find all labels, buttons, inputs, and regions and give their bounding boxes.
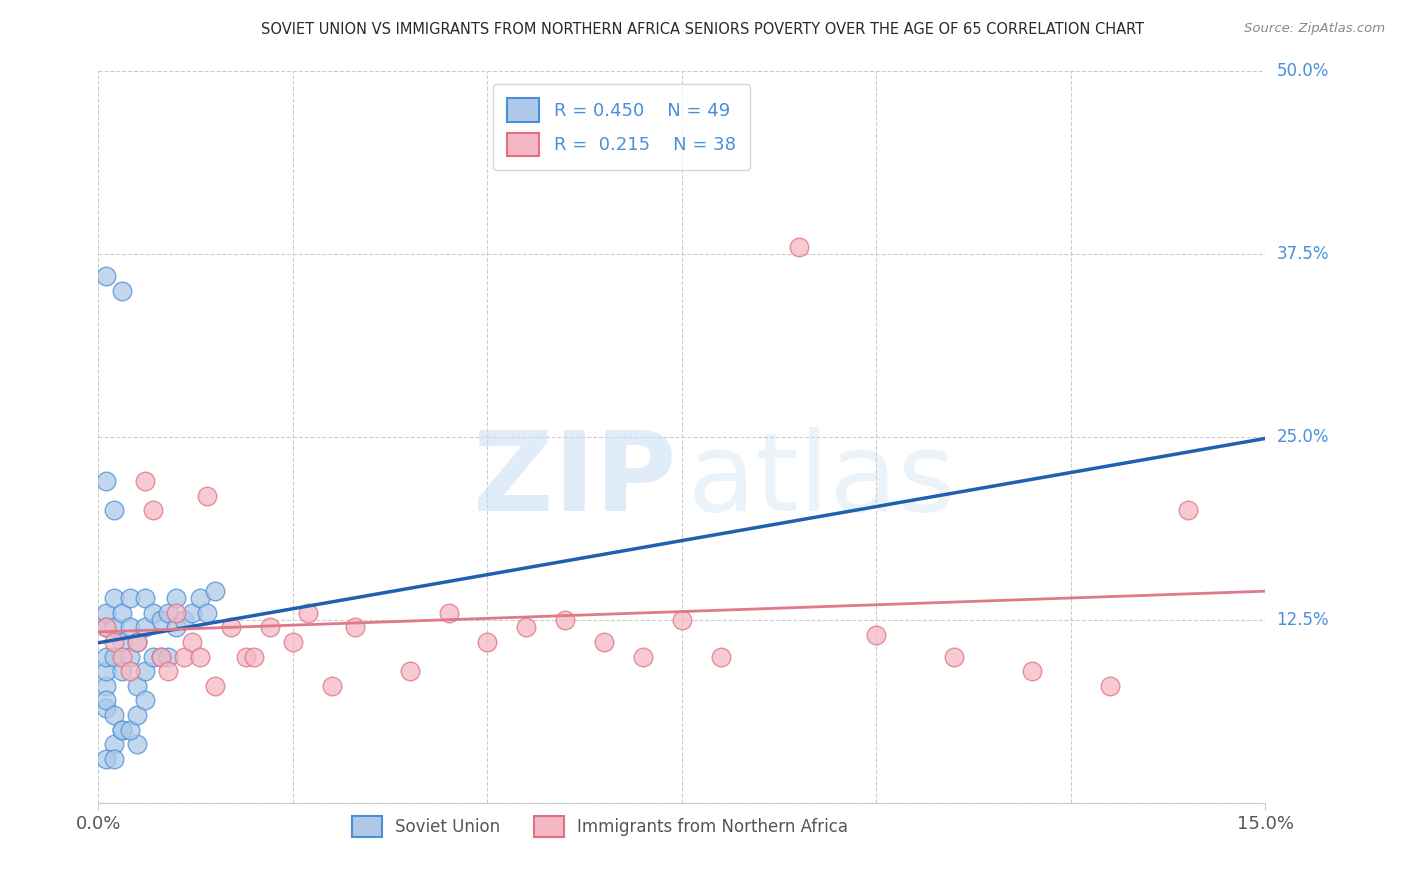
Text: 25.0%: 25.0%	[1277, 428, 1329, 446]
Point	[437, 606, 460, 620]
Point	[593, 635, 616, 649]
Point	[710, 649, 733, 664]
Point	[96, 620, 118, 634]
Text: 37.5%: 37.5%	[1277, 245, 1329, 263]
Point	[180, 606, 202, 620]
Point	[398, 664, 420, 678]
Point	[127, 635, 149, 649]
Point	[281, 635, 304, 649]
Point	[157, 649, 180, 664]
Point	[103, 635, 125, 649]
Point	[149, 649, 172, 664]
Point	[111, 649, 134, 664]
Point	[127, 679, 149, 693]
Point	[142, 606, 165, 620]
Point	[157, 606, 180, 620]
Point	[157, 664, 180, 678]
Point	[96, 700, 118, 714]
Point	[142, 649, 165, 664]
Point	[235, 649, 257, 664]
Point	[134, 664, 156, 678]
Point	[173, 649, 195, 664]
Point	[103, 591, 125, 605]
Point	[96, 649, 118, 664]
Point	[165, 606, 187, 620]
Point	[103, 649, 125, 664]
Point	[103, 620, 125, 634]
Point	[118, 620, 141, 634]
Text: SOVIET UNION VS IMMIGRANTS FROM NORTHERN AFRICA SENIORS POVERTY OVER THE AGE OF : SOVIET UNION VS IMMIGRANTS FROM NORTHERN…	[262, 22, 1144, 37]
Point	[344, 620, 367, 634]
Point	[259, 620, 281, 634]
Point	[165, 620, 187, 634]
Point	[111, 284, 134, 298]
Point	[103, 503, 125, 517]
Point	[134, 591, 156, 605]
Point	[477, 635, 499, 649]
Point	[219, 620, 242, 634]
Point	[142, 503, 165, 517]
Point	[96, 606, 118, 620]
Point	[118, 649, 141, 664]
Point	[96, 620, 118, 634]
Point	[127, 737, 149, 751]
Text: Source: ZipAtlas.com: Source: ZipAtlas.com	[1244, 22, 1385, 36]
Point	[671, 613, 693, 627]
Point	[631, 649, 654, 664]
Text: 12.5%: 12.5%	[1277, 611, 1329, 629]
Point	[103, 737, 125, 751]
Point	[127, 708, 149, 723]
Point	[118, 723, 141, 737]
Point	[118, 664, 141, 678]
Point	[111, 606, 134, 620]
Point	[204, 679, 226, 693]
Text: atlas: atlas	[688, 427, 956, 534]
Point	[111, 723, 134, 737]
Point	[243, 649, 266, 664]
Point	[96, 752, 118, 766]
Point	[1177, 503, 1199, 517]
Point	[127, 635, 149, 649]
Point	[165, 591, 187, 605]
Point	[96, 693, 118, 707]
Point	[103, 752, 125, 766]
Point	[134, 474, 156, 488]
Point	[297, 606, 319, 620]
Point	[149, 613, 172, 627]
Point	[149, 649, 172, 664]
Point	[103, 708, 125, 723]
Point	[96, 664, 118, 678]
Point	[195, 606, 218, 620]
Point	[943, 649, 966, 664]
Text: 50.0%: 50.0%	[1277, 62, 1329, 80]
Legend: Soviet Union, Immigrants from Northern Africa: Soviet Union, Immigrants from Northern A…	[344, 807, 856, 846]
Point	[173, 613, 195, 627]
Point	[180, 635, 202, 649]
Point	[321, 679, 343, 693]
Point	[188, 649, 211, 664]
Point	[111, 635, 134, 649]
Point	[111, 723, 134, 737]
Point	[515, 620, 537, 634]
Point	[134, 620, 156, 634]
Point	[134, 693, 156, 707]
Point	[96, 269, 118, 284]
Point	[204, 583, 226, 598]
Point	[1098, 679, 1121, 693]
Point	[96, 679, 118, 693]
Text: ZIP: ZIP	[472, 427, 676, 534]
Point	[554, 613, 576, 627]
Point	[195, 489, 218, 503]
Point	[118, 591, 141, 605]
Point	[1021, 664, 1043, 678]
Point	[787, 240, 810, 254]
Point	[96, 474, 118, 488]
Point	[188, 591, 211, 605]
Point	[865, 627, 887, 641]
Point	[111, 664, 134, 678]
